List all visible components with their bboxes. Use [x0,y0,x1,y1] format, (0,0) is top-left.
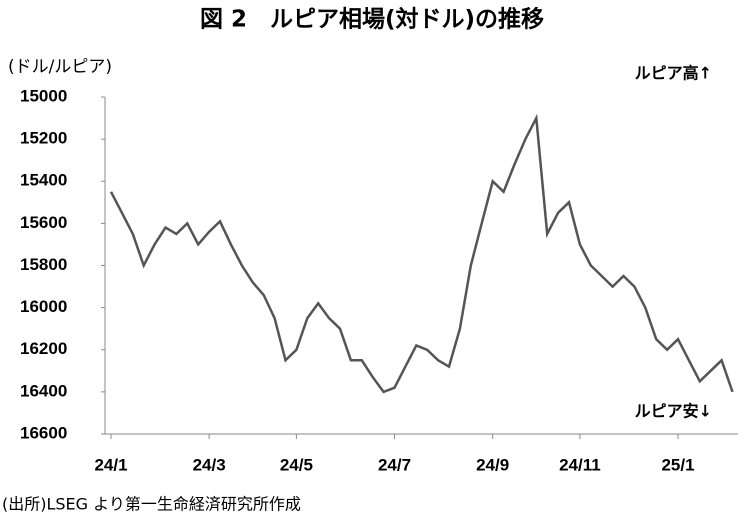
annotation: ルピア高↑ [635,64,712,83]
y-tick-label: 16000 [20,297,67,316]
y-tick-label: 16400 [20,381,67,400]
y-tick-label: 16200 [20,339,67,358]
x-tick-label: 24/3 [193,455,226,474]
y-tick-label: 15400 [20,171,67,190]
y-tick-label: 15800 [20,255,67,274]
x-tick-label: 25/1 [661,455,694,474]
y-tick-label: 15200 [20,129,67,148]
x-tick-label: 24/5 [280,455,313,474]
x-tick-label: 24/11 [559,455,601,474]
annotation: ルピア安↓ [635,402,712,421]
y-axis-label: (ドル/ルピア) [8,57,112,77]
y-tick-label: 15600 [20,213,67,232]
y-tick-label: 15000 [20,86,67,105]
x-tick-label: 24/7 [378,455,411,474]
chart-title: 図 2 ルピア相場(対ドル)の推移 [200,7,544,33]
source-note: (出所)LSEG より第一生命経済研究所作成 [2,495,301,514]
x-tick-label: 24/9 [476,455,509,474]
x-tick-label: 24/1 [94,455,127,474]
price-line [109,113,734,394]
y-tick-label: 16600 [20,423,67,442]
